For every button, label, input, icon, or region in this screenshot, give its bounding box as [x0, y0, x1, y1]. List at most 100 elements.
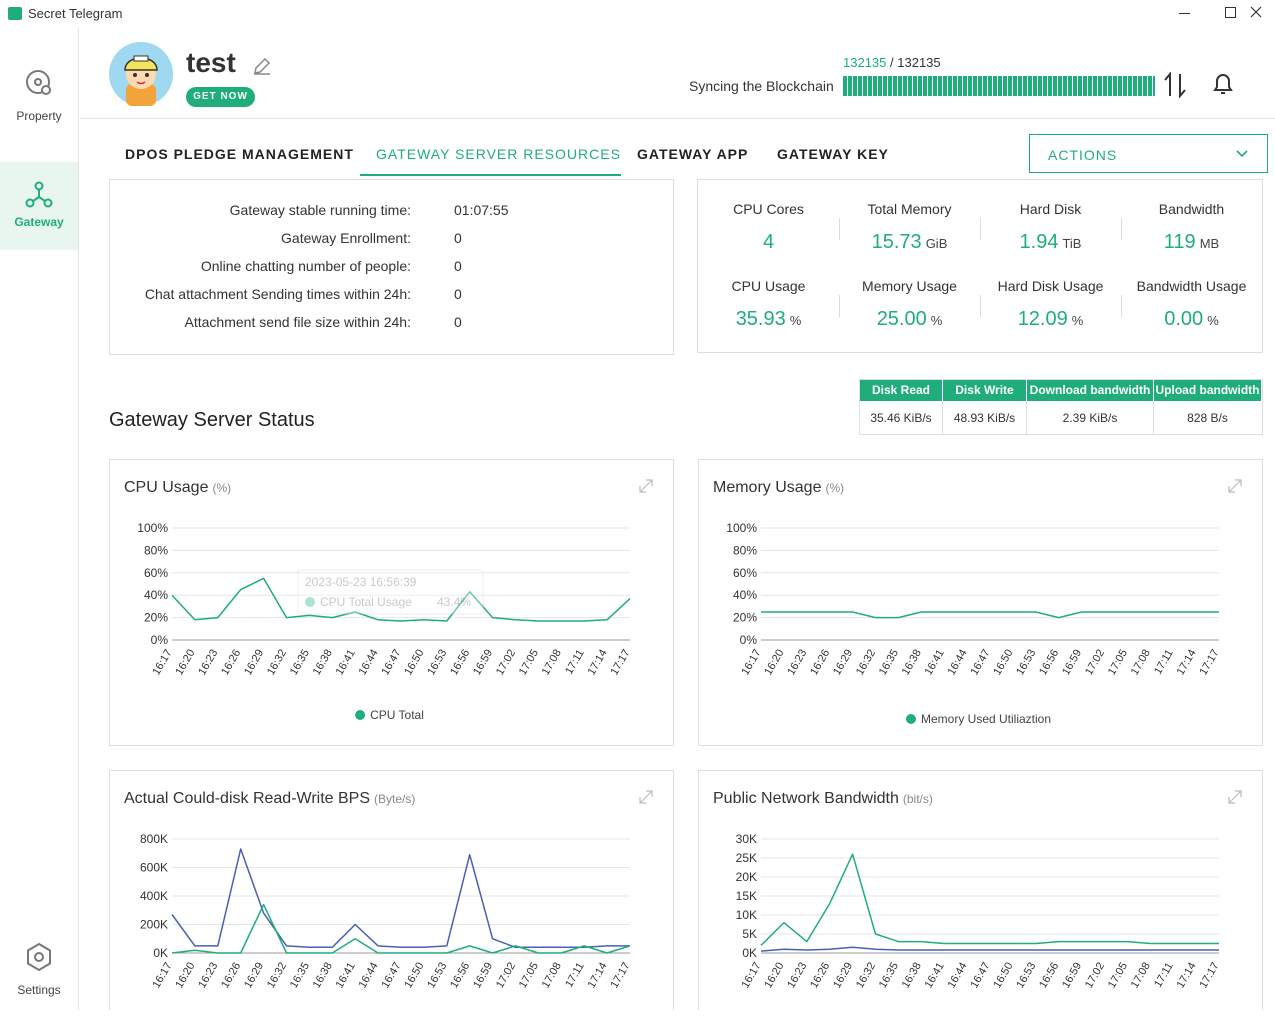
stat-value-row: 1.94 TiB	[980, 231, 1121, 254]
stat-unit: TiB	[1062, 236, 1082, 251]
expand-icon	[639, 790, 653, 804]
x-tick-label: 16:53	[425, 961, 449, 991]
settings-nav[interactable]: Settings	[0, 942, 78, 997]
x-tick-label: 16:50	[402, 648, 426, 678]
x-tick-label: 16:35	[877, 961, 901, 991]
info-label: Attachment send file size within 24h:	[184, 314, 411, 330]
x-tick-label: 17:11	[1152, 648, 1176, 677]
stat-label: CPU Cores	[733, 201, 804, 217]
tab-underline	[360, 174, 621, 176]
chart-title: Actual Could-disk Read-Write BPS	[124, 790, 370, 807]
legend-swatch	[905, 714, 916, 724]
tab[interactable]: GATEWAY KEY	[777, 146, 889, 162]
chart-title: Public Network Bandwidth	[713, 790, 899, 807]
x-tick-label: 16:32	[265, 961, 289, 991]
stat-label: Bandwidth Usage	[1136, 278, 1247, 294]
x-tick-label: 16:50	[991, 961, 1015, 991]
get-now-button[interactable]: GET NOW	[186, 87, 255, 107]
x-tick-label: 17:02	[1083, 648, 1107, 678]
x-tick-label: 17:08	[540, 961, 564, 991]
stat-divider	[839, 295, 840, 317]
chart-title: CPU Usage	[124, 479, 209, 496]
x-tick-label: 16:56	[1037, 961, 1061, 991]
x-tick-label: 16:38	[311, 961, 335, 991]
x-tick-label: 17:17	[608, 961, 632, 991]
property-nav[interactable]: Property	[0, 68, 78, 123]
edit-icon[interactable]	[252, 56, 272, 76]
bell-icon[interactable]	[1211, 71, 1235, 97]
line-series	[760, 853, 1219, 946]
chart-unit: (Byte/s)	[374, 792, 415, 806]
x-tick-label: 16:56	[448, 648, 472, 678]
x-tick-label: 16:17	[739, 648, 763, 678]
stat-label: CPU Usage	[731, 278, 806, 294]
sync-current: 132135	[843, 55, 887, 70]
y-tick-label: 80%	[733, 543, 757, 557]
header-divider	[80, 118, 1275, 119]
x-tick-label: 16:44	[946, 961, 970, 991]
x-tick-label: 17:05	[517, 648, 541, 678]
stat-divider	[1121, 218, 1122, 240]
expand-icon	[1228, 479, 1242, 493]
stat: Hard Disk Usage 12.09%	[980, 278, 1121, 331]
stat-unit: %	[1207, 313, 1219, 328]
title-bar: Secret Telegram	[0, 0, 1275, 28]
x-tick-label: 16:32	[265, 648, 289, 678]
section-title: Gateway Server Status	[109, 409, 315, 431]
y-tick-label: 0K	[742, 946, 757, 960]
close[interactable]	[1250, 6, 1262, 18]
stat-divider	[839, 218, 840, 240]
chart-card: CPU Usage (%) 0% 20% 40% 60% 80% 100% 16:17 16:20…	[109, 459, 674, 746]
y-tick-label: 20%	[733, 611, 757, 625]
chart-unit: (%)	[212, 481, 231, 495]
chart-card: Actual Could-disk Read-Write BPS (Byte/s)…	[109, 770, 674, 1010]
x-tick-label: 16:23	[785, 961, 809, 991]
x-tick-label: 16:56	[1037, 648, 1061, 678]
x-tick-label: 17:02	[494, 648, 518, 678]
info-value: 0	[454, 314, 462, 330]
line-series	[171, 577, 631, 622]
table-header: Disk Read	[860, 380, 942, 401]
tab-active[interactable]: GATEWAY SERVER RESOURCES	[376, 146, 621, 162]
maximize[interactable]	[1225, 7, 1236, 18]
transfer-table: Disk Read 35.46 KiB/s Disk Write 48.93 KiB/…	[859, 379, 1263, 435]
x-tick-label: 16:20	[173, 648, 197, 678]
stat: Hard Disk 1.94 TiB	[980, 201, 1121, 254]
legend-item: Memory Used Utiliaztion	[905, 712, 1051, 726]
x-tick-label: 17:08	[1129, 961, 1153, 991]
tooltip-value: 43.4%	[437, 595, 471, 609]
y-tick-label: 10K	[736, 908, 757, 922]
info-value: 01:07:55	[454, 202, 509, 218]
tooltip-time: 2023-05-23 16:56:39	[305, 575, 417, 589]
x-tick-label: 17:14	[1175, 961, 1199, 991]
table-header: Download bandwidth	[1027, 380, 1153, 401]
x-tick-label: 16:50	[991, 648, 1015, 678]
x-tick-label: 16:32	[854, 648, 878, 678]
x-tick-label: 16:26	[808, 648, 832, 678]
y-tick-label: 20%	[144, 611, 168, 625]
x-tick-label: 17:17	[1197, 648, 1221, 678]
x-tick-label: 16:38	[900, 648, 924, 678]
stat-label: Total Memory	[867, 201, 952, 217]
minimize[interactable]	[1179, 13, 1190, 14]
x-tick-label: 17:11	[1152, 961, 1176, 990]
x-tick-label: 16:47	[968, 961, 992, 991]
y-tick-label: 60%	[144, 566, 168, 580]
stat-value: 4	[762, 231, 775, 253]
stat-value-row: 35.93%	[698, 308, 839, 331]
info-label: Online chatting number of people:	[200, 258, 411, 274]
gateway-nav[interactable]: Gateway	[0, 162, 78, 250]
x-tick-label: 16:53	[425, 648, 449, 678]
legend-label: Memory Used Utiliaztion	[921, 712, 1051, 726]
chart: CPU Usage (%) 0% 20% 40% 60% 80% 100% 16:1716:20…	[124, 479, 653, 722]
x-tick-label: 16:47	[379, 961, 403, 991]
tab[interactable]: GATEWAY APP	[637, 146, 749, 162]
actions-dropdown[interactable]: ACTIONS	[1029, 134, 1268, 173]
info-label: Gateway Enrollment:	[281, 230, 411, 246]
tab[interactable]: DPOS PLEDGE MANAGEMENT	[125, 146, 354, 162]
stat-value-row: 119 MB	[1121, 231, 1262, 254]
stat-label: Memory Usage	[862, 278, 957, 294]
y-tick-label: 60%	[733, 566, 757, 580]
gateway-icon	[25, 181, 53, 208]
